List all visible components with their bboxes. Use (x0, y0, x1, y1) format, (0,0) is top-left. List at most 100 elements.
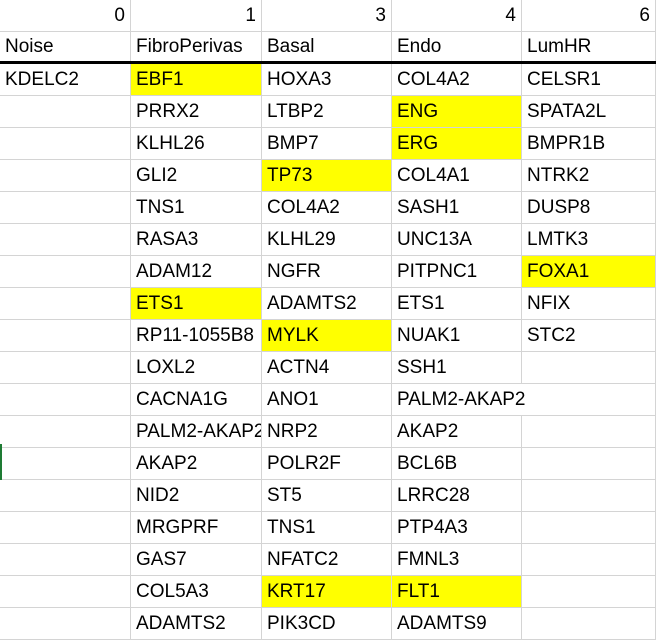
data-cell[interactable]: NTRK2 (522, 160, 656, 192)
data-cell[interactable]: LTBP2 (262, 96, 392, 128)
data-cell[interactable]: ANO1 (262, 384, 392, 416)
data-cell[interactable]: PIK3CD (262, 608, 392, 640)
data-cell[interactable]: FLT1 (392, 576, 522, 608)
column-number-header[interactable]: 4 (392, 0, 522, 32)
empty-cell[interactable] (0, 320, 131, 352)
data-cell[interactable]: ETS1 (392, 288, 522, 320)
data-cell[interactable]: STC2 (522, 320, 656, 352)
data-cell[interactable]: DUSP8 (522, 192, 656, 224)
data-cell[interactable]: CELSR1 (522, 64, 656, 96)
empty-cell[interactable] (0, 576, 131, 608)
data-cell[interactable]: NUAK1 (392, 320, 522, 352)
empty-cell[interactable] (0, 288, 131, 320)
data-cell[interactable]: KRT17 (262, 576, 392, 608)
data-cell[interactable]: NGFR (262, 256, 392, 288)
data-cell[interactable]: SASH1 (392, 192, 522, 224)
column-label-header[interactable]: LumHR (522, 31, 656, 63)
empty-cell[interactable] (0, 128, 131, 160)
data-cell[interactable]: NFIX (522, 288, 656, 320)
data-cell[interactable]: UNC13A (392, 224, 522, 256)
data-cell[interactable]: ETS1 (131, 288, 262, 320)
data-cell[interactable]: NRP2 (262, 416, 392, 448)
empty-cell[interactable] (522, 480, 656, 512)
data-cell[interactable]: GLI2 (131, 160, 262, 192)
data-cell[interactable]: ST5 (262, 480, 392, 512)
data-cell[interactable]: LRRC28 (392, 480, 522, 512)
data-cell[interactable]: AKAP2 (392, 416, 522, 448)
data-cell[interactable]: GAS7 (131, 544, 262, 576)
data-cell[interactable]: TNS1 (131, 192, 262, 224)
data-cell[interactable]: BMPR1B (522, 128, 656, 160)
data-cell[interactable]: PALM2-AKAP2 (392, 384, 525, 416)
data-cell[interactable]: COL4A2 (392, 64, 522, 96)
data-cell[interactable]: RP11-1055B8 (131, 320, 262, 352)
empty-cell[interactable] (0, 160, 131, 192)
empty-cell[interactable] (0, 96, 131, 128)
empty-cell[interactable] (522, 576, 656, 608)
data-cell[interactable]: TP73 (262, 160, 392, 192)
data-cell[interactable]: KDELC2 (0, 64, 131, 96)
column-label-header[interactable]: Basal (262, 31, 392, 63)
empty-cell[interactable] (0, 608, 131, 640)
empty-cell[interactable] (0, 224, 131, 256)
data-cell[interactable]: CACNA1G (131, 384, 262, 416)
empty-cell[interactable] (0, 352, 131, 384)
data-cell[interactable]: ERG (392, 128, 522, 160)
empty-cell[interactable] (0, 192, 131, 224)
data-cell[interactable]: LMTK3 (522, 224, 656, 256)
data-cell[interactable]: ADAMTS9 (392, 608, 522, 640)
data-cell[interactable]: COL4A1 (392, 160, 522, 192)
column-number-header[interactable]: 1 (131, 0, 262, 32)
empty-cell[interactable] (522, 608, 656, 640)
data-cell[interactable]: NFATC2 (262, 544, 392, 576)
column-label-header[interactable]: Noise (0, 31, 131, 63)
data-cell[interactable]: BMP7 (262, 128, 392, 160)
empty-cell[interactable] (522, 544, 656, 576)
column-number-header[interactable]: 3 (262, 0, 392, 32)
data-cell[interactable]: ENG (392, 96, 522, 128)
empty-cell[interactable] (522, 512, 656, 544)
data-cell[interactable]: COL4A2 (262, 192, 392, 224)
column-number-header[interactable]: 6 (522, 0, 656, 32)
data-cell[interactable]: PTP4A3 (392, 512, 522, 544)
data-cell[interactable]: ADAMTS2 (262, 288, 392, 320)
column-label-header[interactable]: Endo (392, 31, 522, 63)
empty-cell[interactable] (0, 256, 131, 288)
empty-cell[interactable] (0, 384, 131, 416)
data-cell[interactable]: NID2 (131, 480, 262, 512)
data-cell[interactable]: PALM2-AKAP2 (131, 416, 262, 448)
data-cell[interactable]: TNS1 (262, 512, 392, 544)
data-cell[interactable]: AKAP2 (131, 448, 262, 480)
data-cell[interactable]: ADAMTS2 (131, 608, 262, 640)
empty-cell[interactable] (0, 480, 131, 512)
data-cell[interactable]: POLR2F (262, 448, 392, 480)
column-label-header[interactable]: FibroPerivas (131, 31, 262, 63)
data-cell[interactable]: RASA3 (131, 224, 262, 256)
data-cell[interactable]: MYLK (262, 320, 392, 352)
data-cell[interactable]: EBF1 (131, 64, 262, 96)
data-cell[interactable]: ACTN4 (262, 352, 392, 384)
data-cell[interactable]: SSH1 (392, 352, 522, 384)
data-cell[interactable]: FMNL3 (392, 544, 522, 576)
empty-cell[interactable] (0, 544, 131, 576)
empty-cell[interactable] (522, 416, 656, 448)
empty-cell[interactable] (0, 512, 131, 544)
empty-cell[interactable] (522, 352, 656, 384)
data-cell[interactable]: MRGPRF (131, 512, 262, 544)
empty-cell[interactable] (0, 448, 131, 480)
data-cell[interactable]: BCL6B (392, 448, 522, 480)
data-cell[interactable]: HOXA3 (262, 64, 392, 96)
data-cell[interactable]: KLHL29 (262, 224, 392, 256)
data-cell[interactable]: PRRX2 (131, 96, 262, 128)
empty-cell[interactable] (522, 384, 656, 416)
data-cell[interactable]: COL5A3 (131, 576, 262, 608)
data-cell[interactable]: ADAM12 (131, 256, 262, 288)
column-number-header[interactable]: 0 (0, 0, 131, 32)
data-cell[interactable]: FOXA1 (522, 256, 656, 288)
data-cell[interactable]: LOXL2 (131, 352, 262, 384)
empty-cell[interactable] (522, 448, 656, 480)
data-cell[interactable]: KLHL26 (131, 128, 262, 160)
data-cell[interactable]: SPATA2L (522, 96, 656, 128)
empty-cell[interactable] (0, 416, 131, 448)
